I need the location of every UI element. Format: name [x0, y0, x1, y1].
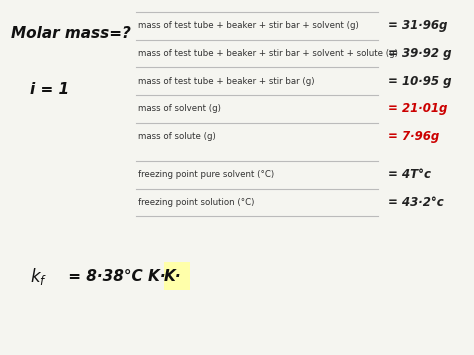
Text: = 10·95 g: = 10·95 g: [388, 75, 451, 88]
Text: = 43·2°c: = 43·2°c: [388, 196, 444, 209]
Text: freezing point pure solvent (°C): freezing point pure solvent (°C): [138, 170, 274, 179]
Text: = 7·96g: = 7·96g: [388, 130, 439, 143]
Text: = 21·01g: = 21·01g: [388, 102, 447, 115]
Text: Molar mass=?: Molar mass=?: [11, 26, 131, 41]
Text: mass of test tube + beaker + stir bar (g): mass of test tube + beaker + stir bar (g…: [138, 77, 315, 86]
Text: = 31·96g: = 31·96g: [388, 19, 447, 32]
Text: mass of solute (g): mass of solute (g): [138, 132, 216, 141]
Text: mass of test tube + beaker + stir bar + solvent + solute (g): mass of test tube + beaker + stir bar + …: [138, 49, 398, 58]
Text: mass of solvent (g): mass of solvent (g): [138, 104, 221, 113]
Text: freezing point solution (°C): freezing point solution (°C): [138, 198, 255, 207]
Text: = 39·92 g: = 39·92 g: [388, 47, 451, 60]
Text: $k_f$: $k_f$: [30, 266, 47, 286]
Text: K·: K·: [164, 269, 182, 284]
Text: = 8·38°C K·: = 8·38°C K·: [63, 269, 165, 284]
Text: = 4T°c: = 4T°c: [388, 168, 431, 181]
Text: i = 1: i = 1: [30, 82, 69, 97]
FancyBboxPatch shape: [164, 262, 190, 290]
Text: mass of test tube + beaker + stir bar + solvent (g): mass of test tube + beaker + stir bar + …: [138, 21, 359, 30]
